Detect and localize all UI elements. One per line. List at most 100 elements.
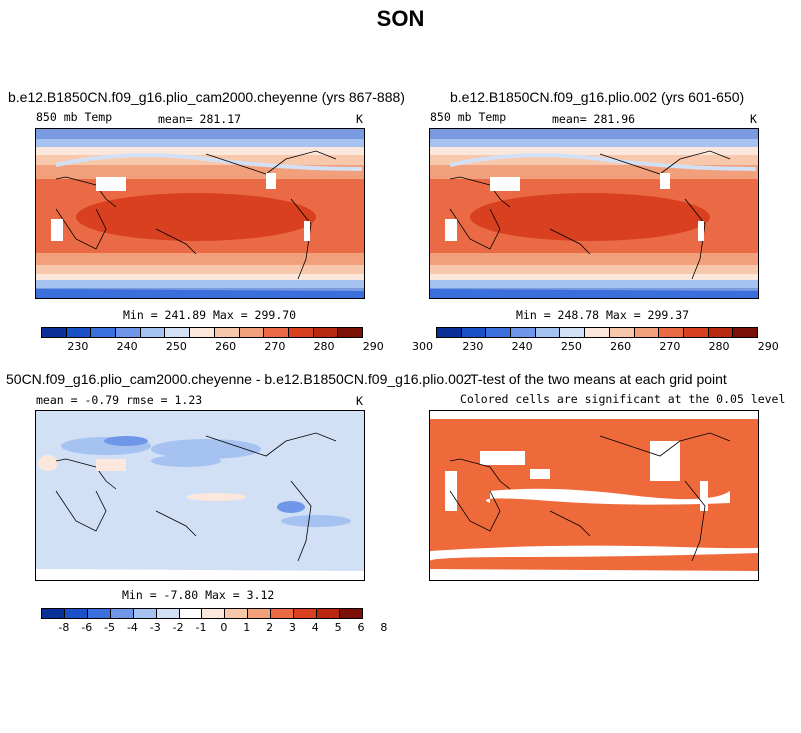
- colorbar-swatch: [156, 609, 180, 618]
- colorbar-swatch: [486, 328, 512, 337]
- colorbar-swatch: [461, 328, 487, 337]
- colorbar-tick-label: 8: [380, 621, 388, 634]
- colorbar-tick-label: 250: [560, 340, 582, 353]
- colorbar-tick-label: -6: [81, 621, 93, 634]
- colorbar-tick-label: -3: [149, 621, 161, 634]
- colorbar-swatch: [560, 328, 586, 337]
- colorbar-tick-label: 300: [412, 340, 434, 353]
- colorbar-tick-label: 260: [215, 340, 237, 353]
- panel-2-units: K: [750, 112, 757, 126]
- diff-colorbar-ticks: -8 -6 -5 -4 -3 -2 -1 0 1 2 3 4 5 6 8: [41, 619, 387, 635]
- colorbar-tick-label: 3: [288, 621, 296, 634]
- colorbar-tick-label: 230: [462, 340, 484, 353]
- colorbar-tick-label: 250: [165, 340, 187, 353]
- figure-title: SON: [376, 6, 425, 31]
- colorbar-swatch: [659, 328, 684, 337]
- colorbar-swatch: [294, 609, 318, 618]
- colorbar-swatch: [165, 328, 191, 337]
- colorbar-tick-label: 260: [610, 340, 632, 353]
- colorbar-tick-label: 290: [757, 340, 779, 353]
- panel-3-map: [35, 410, 365, 581]
- colorbar-swatch: [708, 328, 734, 337]
- colorbar-tick-label: 4: [311, 621, 319, 634]
- diff-colorbar: -8 -6 -5 -4 -3 -2 -1 0 1 2 3 4 5 6 8: [41, 608, 387, 638]
- colorbar-swatch: [42, 328, 67, 337]
- colorbar-tick-label: 280: [708, 340, 730, 353]
- panel-2-variable-label: 850 mb Temp: [430, 110, 507, 124]
- colorbar-swatch: [87, 609, 111, 618]
- colorbar-swatch: [609, 328, 635, 337]
- ttest-significance-field: [430, 411, 758, 580]
- panel-2-minmax: Min = 248.78 Max = 299.37: [516, 308, 690, 322]
- colorbar-swatch: [271, 609, 295, 618]
- colorbar-tick-label: -2: [172, 621, 184, 634]
- panel-3-units: K: [356, 394, 363, 408]
- panel-3-stats: mean = -0.79 rmse = 1.23: [36, 393, 203, 407]
- colorbar-tick-label: 230: [67, 340, 89, 353]
- colorbar-tick-label: 290: [362, 340, 384, 353]
- colorbar-swatch: [733, 328, 757, 337]
- colorbar-swatch: [202, 609, 226, 618]
- colorbar-tick-label: -1: [195, 621, 207, 634]
- colorbar-swatch: [110, 609, 134, 618]
- panel-1-title: b.e12.B1850CN.f09_g16.plio_cam2000.cheye…: [8, 89, 405, 105]
- colorbar-swatch: [42, 609, 65, 618]
- colorbar-tick-label: -4: [126, 621, 138, 634]
- panel-1-units: K: [356, 112, 363, 126]
- panel-4-title: T-test of the two means at each grid poi…: [470, 371, 727, 387]
- panel-1-mean-label: mean= 281.17: [158, 112, 242, 126]
- colorbar-swatch: [437, 328, 462, 337]
- colorbar-swatch: [248, 609, 272, 618]
- colorbar-swatch: [190, 328, 215, 337]
- temp-colorbar-right-swatches: [436, 327, 758, 338]
- panel-3-title: 50CN.f09_g16.plio_cam2000.cheyenne - b.e…: [6, 371, 472, 387]
- colorbar-swatch: [339, 609, 362, 618]
- colorbar-tick-label: 270: [264, 340, 286, 353]
- colorbar-swatch: [317, 609, 340, 618]
- panel-2-title: b.e12.B1850CN.f09_g16.plio.002 (yrs 601-…: [450, 89, 745, 105]
- colorbar-swatch: [511, 328, 536, 337]
- colorbar-swatch: [288, 328, 314, 337]
- colorbar-swatch: [634, 328, 660, 337]
- colorbar-tick-label: 240: [511, 340, 533, 353]
- panel-2-map: [429, 128, 759, 299]
- colorbar-tick-label: 280: [313, 340, 335, 353]
- temp-colorbar-left-swatches: [41, 327, 363, 338]
- panel-1-map: [35, 128, 365, 299]
- temp-colorbar-left-ticks: 230 240 250 260 270 280 290 300: [41, 338, 433, 354]
- colorbar-tick-label: 270: [659, 340, 681, 353]
- panel-2-mean-label: mean= 281.96: [552, 112, 636, 126]
- colorbar-tick-label: -5: [104, 621, 116, 634]
- colorbar-tick-label: 5: [334, 621, 342, 634]
- colorbar-swatch: [91, 328, 117, 337]
- colorbar-tick-label: 6: [357, 621, 365, 634]
- colorbar-swatch: [133, 609, 157, 618]
- colorbar-swatch: [585, 328, 610, 337]
- colorbar-swatch: [535, 328, 561, 337]
- diff-colorbar-swatches: [41, 608, 363, 619]
- colorbar-swatch: [64, 609, 88, 618]
- panel-3-minmax: Min = -7.80 Max = 3.12: [122, 588, 275, 602]
- colorbar-swatch: [140, 328, 166, 337]
- colorbar-swatch: [313, 328, 339, 337]
- colorbar-swatch: [66, 328, 92, 337]
- colorbar-swatch: [239, 328, 265, 337]
- colorbar-swatch: [338, 328, 362, 337]
- panel-1-minmax: Min = 241.89 Max = 299.70: [123, 308, 297, 322]
- colorbar-swatch: [225, 609, 249, 618]
- colorbar-tick-label: 1: [243, 621, 251, 634]
- panel-4-subtitle: Colored cells are significant at the 0.0…: [460, 392, 786, 406]
- colorbar-swatch: [214, 328, 240, 337]
- colorbar-swatch: [264, 328, 289, 337]
- panel-1-variable-label: 850 mb Temp: [36, 110, 113, 124]
- colorbar-tick-label: 2: [266, 621, 274, 634]
- colorbar-tick-label: 240: [116, 340, 138, 353]
- colorbar-tick-label: -8: [58, 621, 70, 634]
- temp-colorbar-left: 230 240 250 260 270 280 290 300: [41, 327, 433, 357]
- colorbar-swatch: [116, 328, 141, 337]
- panel-4-map: [429, 410, 759, 581]
- colorbar-swatch: [683, 328, 709, 337]
- colorbar-swatch: [179, 609, 203, 618]
